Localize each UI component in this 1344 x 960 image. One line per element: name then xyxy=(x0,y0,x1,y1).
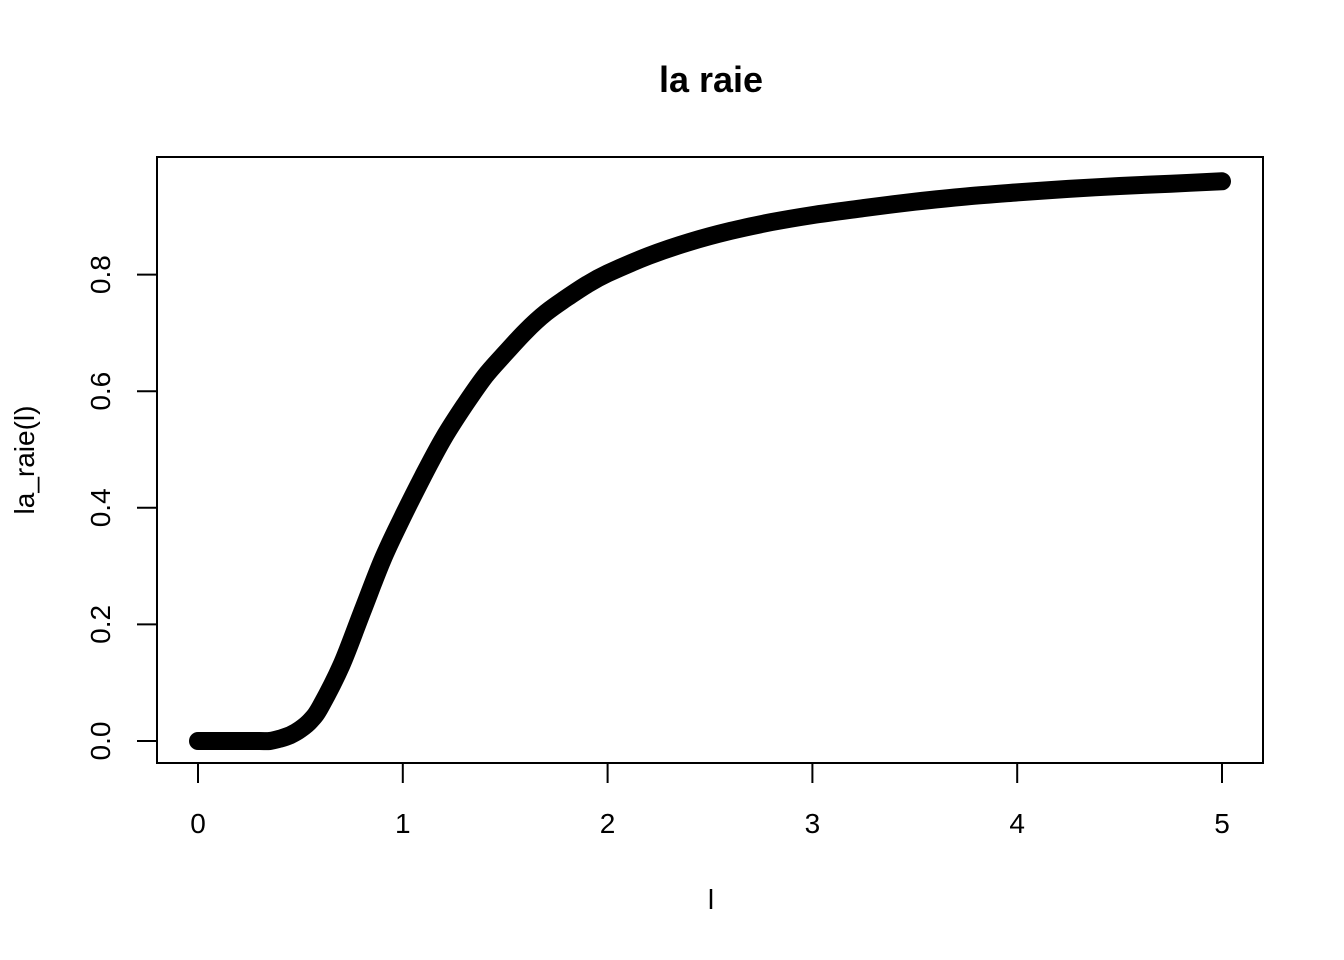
y-axis-label: la_raie(l) xyxy=(9,406,40,515)
y-tick-label: 0.4 xyxy=(85,488,116,527)
y-tick-label: 0.0 xyxy=(85,722,116,761)
y-axis: 0.0 0.2 0.4 0.6 0.8 xyxy=(85,255,158,761)
y-tick-label: 0.2 xyxy=(85,605,116,644)
y-tick-label: 0.8 xyxy=(85,255,116,294)
x-axis-label: l xyxy=(708,884,714,915)
x-tick-label: 5 xyxy=(1214,808,1230,839)
x-tick-label: 3 xyxy=(805,808,821,839)
plot-frame xyxy=(156,156,1264,764)
x-tick-label: 4 xyxy=(1009,808,1025,839)
chart-title: la raie xyxy=(659,59,763,100)
x-tick-label: 0 xyxy=(190,808,206,839)
x-axis: 0 1 2 3 4 5 xyxy=(190,762,1230,839)
x-tick-label: 2 xyxy=(600,808,616,839)
y-tick-label: 0.6 xyxy=(85,372,116,411)
series-line xyxy=(189,172,1231,751)
x-tick-label: 1 xyxy=(395,808,411,839)
